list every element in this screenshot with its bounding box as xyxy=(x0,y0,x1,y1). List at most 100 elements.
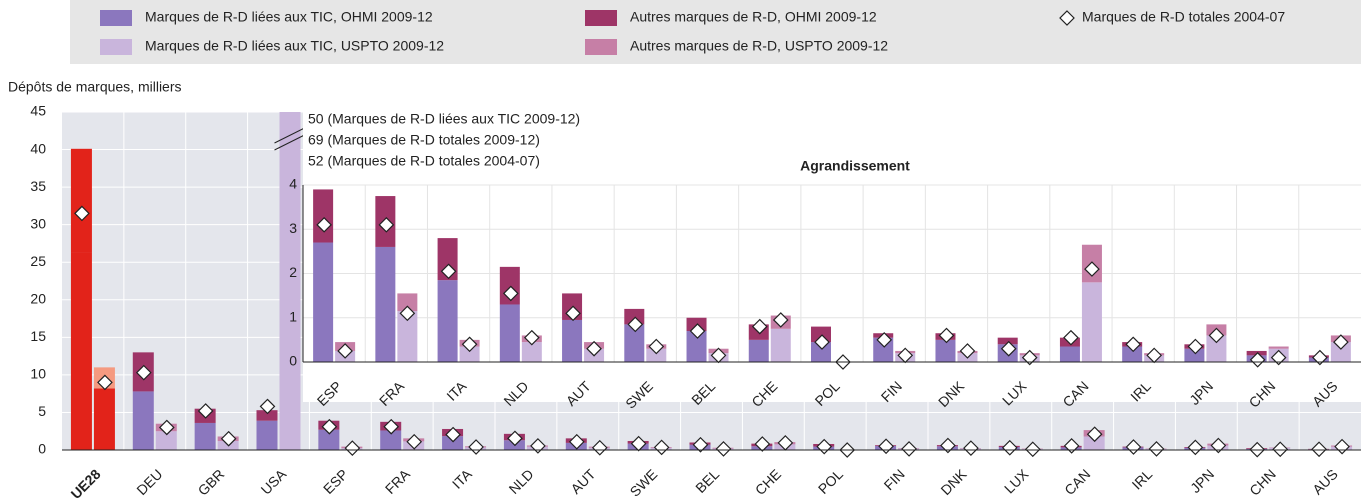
annotation: 50 (Marques de R-D liées aux TIC 2009-12… xyxy=(308,111,580,127)
y-tick-label: 0 xyxy=(38,441,46,457)
marker xyxy=(316,216,332,233)
x-tick-label: NLD xyxy=(506,466,537,497)
marker xyxy=(1210,437,1227,454)
bar xyxy=(132,391,154,450)
bar xyxy=(70,148,92,253)
marker xyxy=(586,340,602,357)
marker xyxy=(876,332,893,348)
x-tick-label: FRA xyxy=(382,465,414,497)
bar xyxy=(811,326,831,343)
x-tick-label: UE28 xyxy=(68,466,104,502)
legend-label: Marques de R-D liées aux TIC, OHMI 2009-… xyxy=(145,9,433,25)
marker xyxy=(507,430,523,447)
marker xyxy=(74,205,90,222)
inset-title: Agrandissement xyxy=(800,158,910,174)
marker xyxy=(648,338,665,355)
marker xyxy=(689,323,706,339)
marker xyxy=(814,334,830,350)
bar xyxy=(811,342,831,362)
inset-y-tick-label: 4 xyxy=(289,176,297,192)
x-tick-label: AUT xyxy=(567,466,598,497)
marker xyxy=(1001,439,1018,456)
y-tick-label: 30 xyxy=(30,215,46,231)
axis-break xyxy=(274,133,307,151)
x-tick-label: CAN xyxy=(1061,466,1093,498)
legend-label: Marques de R-D liées aux TIC, USPTO 2009… xyxy=(145,38,444,54)
bar xyxy=(397,293,418,312)
marker xyxy=(715,441,732,457)
bar xyxy=(70,252,92,450)
bar xyxy=(646,348,667,362)
x-tick-label: POL xyxy=(815,466,846,497)
marker xyxy=(1024,441,1041,458)
legend-swatch xyxy=(100,39,132,55)
marker xyxy=(461,336,478,353)
marker xyxy=(565,305,581,322)
marker xyxy=(502,285,519,302)
bar xyxy=(1122,346,1143,362)
x-tick-label: USA xyxy=(258,465,290,497)
marker xyxy=(135,364,152,381)
legend-swatch xyxy=(585,39,617,55)
bar xyxy=(1330,342,1351,362)
marker xyxy=(321,418,338,435)
marker xyxy=(158,419,175,436)
y-axis-label: Dépôts de marques, milliers xyxy=(8,79,182,95)
x-tick-label: IRL xyxy=(1129,466,1156,493)
bar xyxy=(873,337,894,362)
marker xyxy=(1333,334,1349,350)
bar xyxy=(770,328,791,362)
inset-y-tick-label: 0 xyxy=(289,353,297,369)
bar xyxy=(521,342,542,362)
marker xyxy=(378,216,395,233)
y-tick-label: 20 xyxy=(30,290,46,306)
x-tick-label: CHN xyxy=(1246,466,1279,499)
bar xyxy=(686,331,707,362)
x-tick-label: FIN xyxy=(881,466,908,493)
marker xyxy=(97,374,113,391)
x-tick-label: JPN xyxy=(1187,466,1217,496)
legend-swatch xyxy=(585,10,617,26)
x-tick-label: DEU xyxy=(133,466,165,498)
bar xyxy=(1268,346,1289,349)
x-tick-label: BEL xyxy=(692,466,722,496)
inset-y-tick-label: 2 xyxy=(289,264,297,280)
bar xyxy=(562,319,583,362)
marker xyxy=(1148,441,1165,457)
inset-y-tick-label: 1 xyxy=(289,308,297,324)
bar xyxy=(256,420,278,450)
bar xyxy=(997,337,1018,345)
x-tick-label: GBR xyxy=(195,466,228,499)
bar xyxy=(1081,282,1102,362)
y-tick-label: 40 xyxy=(30,140,46,156)
marker xyxy=(1187,338,1204,355)
bar xyxy=(1184,348,1205,362)
legend-label: Marques de R-D totales 2004-07 xyxy=(1082,9,1285,25)
legend-label: Autres marques de R-D, USPTO 2009-12 xyxy=(630,38,888,54)
legend-background xyxy=(70,0,1361,64)
bar xyxy=(313,242,334,362)
marker xyxy=(692,436,709,453)
bar xyxy=(459,346,480,362)
marker xyxy=(1000,340,1017,357)
marker xyxy=(523,329,540,346)
axis-break xyxy=(274,126,307,144)
marker xyxy=(1272,441,1289,458)
bar xyxy=(194,422,216,450)
y-tick-label: 25 xyxy=(30,253,46,269)
marker xyxy=(754,436,771,452)
bar xyxy=(624,308,645,325)
x-tick-label: LUX xyxy=(1001,465,1032,496)
y-tick-label: 10 xyxy=(30,366,46,382)
marker xyxy=(959,343,976,359)
x-tick-label: ESP xyxy=(320,466,351,497)
marker xyxy=(440,263,457,280)
marker xyxy=(1208,327,1225,344)
y-tick-label: 5 xyxy=(38,403,46,419)
y-tick-label: 45 xyxy=(30,103,46,119)
marker xyxy=(591,439,608,456)
marker xyxy=(568,433,585,450)
marker xyxy=(445,426,461,443)
bar xyxy=(935,339,956,362)
x-tick-label: ITA xyxy=(449,465,475,491)
